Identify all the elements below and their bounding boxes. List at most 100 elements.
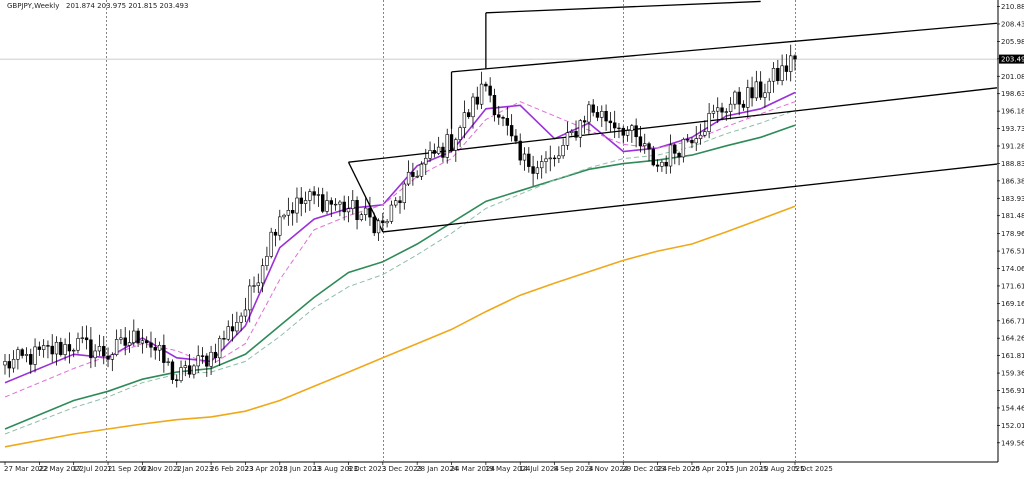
candle[interactable]: [192, 364, 196, 379]
candle[interactable]: [286, 197, 291, 226]
candle[interactable]: [578, 119, 583, 148]
candle[interactable]: [449, 128, 454, 153]
candle[interactable]: [299, 187, 303, 217]
candle[interactable]: [527, 147, 531, 173]
candle[interactable]: [175, 374, 179, 388]
candle[interactable]: [479, 71, 484, 110]
candle[interactable]: [424, 148, 428, 175]
candle[interactable]: [346, 196, 351, 223]
candle[interactable]: [716, 97, 720, 123]
candle[interactable]: [295, 187, 299, 223]
candle[interactable]: [63, 338, 67, 361]
candle[interactable]: [20, 347, 24, 359]
candle[interactable]: [411, 162, 415, 186]
candle[interactable]: [260, 258, 265, 293]
candle[interactable]: [333, 198, 338, 211]
candle[interactable]: [694, 126, 698, 151]
candle[interactable]: [97, 334, 102, 356]
candle[interactable]: [3, 354, 7, 375]
candle[interactable]: [625, 126, 630, 142]
candle[interactable]: [71, 348, 76, 358]
candle[interactable]: [531, 155, 535, 186]
candle[interactable]: [733, 90, 737, 110]
candle[interactable]: [321, 187, 325, 214]
trend-line[interactable]: [451, 22, 998, 73]
candle[interactable]: [668, 134, 673, 174]
candle[interactable]: [617, 122, 621, 139]
candle[interactable]: [415, 170, 419, 179]
candle[interactable]: [368, 196, 372, 226]
candle[interactable]: [355, 196, 359, 230]
candle[interactable]: [278, 209, 282, 241]
candle[interactable]: [316, 187, 321, 207]
candle[interactable]: [471, 93, 475, 129]
candle[interactable]: [724, 108, 729, 121]
candle[interactable]: [89, 327, 93, 369]
candle[interactable]: [643, 133, 647, 154]
candle[interactable]: [509, 114, 514, 142]
candle[interactable]: [784, 54, 789, 81]
candle[interactable]: [140, 328, 145, 354]
candle[interactable]: [381, 212, 385, 232]
candle[interactable]: [497, 105, 501, 125]
candle[interactable]: [754, 70, 759, 102]
candle[interactable]: [621, 125, 625, 144]
candle[interactable]: [741, 100, 746, 111]
candle[interactable]: [239, 312, 243, 332]
candle[interactable]: [462, 100, 467, 139]
candle[interactable]: [196, 345, 200, 374]
candle[interactable]: [256, 273, 261, 294]
candle[interactable]: [484, 81, 488, 92]
candle[interactable]: [76, 332, 80, 354]
candle[interactable]: [582, 115, 587, 134]
candle[interactable]: [312, 186, 316, 205]
candle[interactable]: [338, 200, 342, 217]
trend-line[interactable]: [485, 0, 761, 14]
candle[interactable]: [634, 118, 638, 148]
candle[interactable]: [273, 228, 278, 247]
candle[interactable]: [758, 71, 763, 100]
candle[interactable]: [93, 344, 97, 367]
candle[interactable]: [780, 54, 784, 86]
candle[interactable]: [359, 212, 364, 222]
candle[interactable]: [162, 334, 166, 373]
candle[interactable]: [458, 125, 462, 147]
candle[interactable]: [466, 109, 471, 119]
candle[interactable]: [230, 313, 235, 342]
candle[interactable]: [406, 160, 411, 187]
candle[interactable]: [505, 106, 510, 136]
candle[interactable]: [67, 332, 72, 364]
candle[interactable]: [703, 120, 707, 138]
candle[interactable]: [252, 276, 256, 293]
candle[interactable]: [552, 155, 557, 167]
candle[interactable]: [226, 320, 230, 342]
candle[interactable]: [248, 279, 252, 323]
candle[interactable]: [398, 196, 402, 214]
candle[interactable]: [394, 197, 398, 208]
candle[interactable]: [574, 120, 578, 141]
candle[interactable]: [385, 219, 389, 228]
candle[interactable]: [144, 336, 149, 348]
candle[interactable]: [329, 197, 334, 218]
candle[interactable]: [707, 103, 711, 139]
candle[interactable]: [651, 145, 656, 167]
candle[interactable]: [127, 330, 132, 353]
candle[interactable]: [441, 142, 445, 163]
candle[interactable]: [454, 137, 458, 162]
candle[interactable]: [419, 161, 424, 181]
candle[interactable]: [205, 353, 209, 377]
candle[interactable]: [660, 159, 664, 172]
candle[interactable]: [179, 360, 183, 383]
candle[interactable]: [514, 129, 518, 145]
candle[interactable]: [351, 190, 355, 215]
candle[interactable]: [488, 77, 492, 103]
candle[interactable]: [771, 62, 776, 93]
candle[interactable]: [265, 246, 269, 271]
candle[interactable]: [29, 348, 33, 374]
candle[interactable]: [638, 126, 643, 153]
candle[interactable]: [681, 137, 686, 163]
candle[interactable]: [16, 346, 20, 370]
candle[interactable]: [776, 59, 780, 85]
candle[interactable]: [46, 340, 50, 359]
